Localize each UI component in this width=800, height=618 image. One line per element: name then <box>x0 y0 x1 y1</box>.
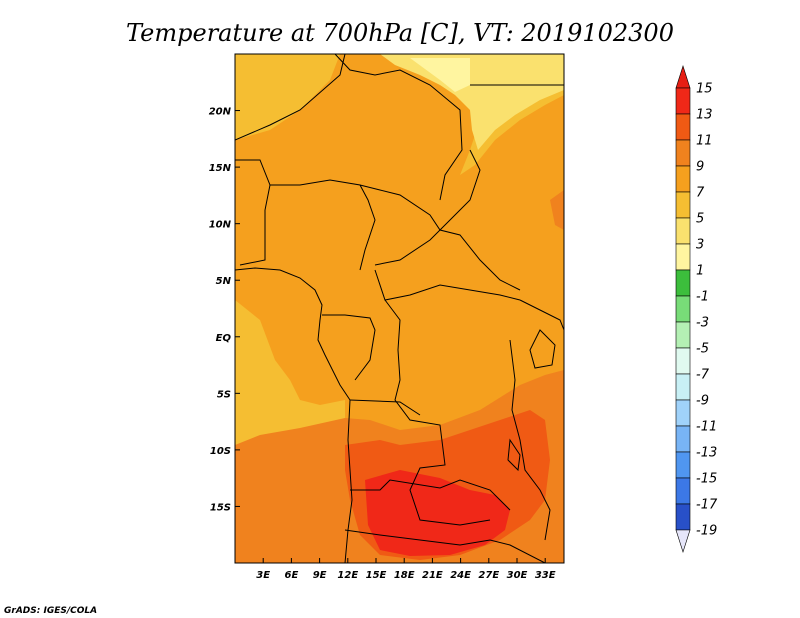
colorbar-label: -19 <box>696 524 717 539</box>
border-line <box>239 184 271 266</box>
field-north-pale-region <box>410 58 470 92</box>
border-line <box>519 299 564 331</box>
figure-title: Temperature at 700hPa [C], VT: 201910230… <box>126 19 674 47</box>
lon-tick-label: 33E <box>535 570 556 581</box>
lon-tick-label: 30E <box>507 570 528 581</box>
border-line <box>350 479 511 511</box>
colorbar-label: -13 <box>696 446 717 461</box>
lat-tick-label: 15S <box>210 502 231 513</box>
colorbar-label: -5 <box>696 342 709 357</box>
border-line <box>529 329 556 369</box>
colorbar-label: 9 <box>696 160 704 175</box>
border-line <box>349 399 421 416</box>
lat-tick-label: 10N <box>209 220 232 231</box>
lon-tick-label: 3E <box>256 570 270 581</box>
colorbar-label: 13 <box>696 108 713 123</box>
colorbar-swatch <box>675 269 691 297</box>
field-northwest-light-region <box>235 54 340 140</box>
border-line <box>235 54 346 141</box>
colorbar-label: 1 <box>696 264 704 279</box>
colorbar-label: -3 <box>696 316 709 331</box>
colorbar-label: 7 <box>696 186 705 201</box>
lon-tick-label: 15E <box>366 570 387 581</box>
lat-tick-label: EQ <box>216 333 232 344</box>
colorbar-label: 11 <box>696 134 713 149</box>
colorbar: 15 13 11 9 7 5 3 1 -1 -3 -5 -7 -9 -11 -13 -15 -17 -19 <box>675 65 718 553</box>
colorbar-upper-arrow <box>675 65 691 89</box>
country-borders <box>235 54 564 563</box>
colorbar-label: -17 <box>696 498 718 513</box>
border-line <box>322 314 376 381</box>
longitude-axis: 3E 6E 9E 12E 15E 18E 21E 24E 27E 30E 33E <box>256 558 556 581</box>
colorbar-label: -7 <box>696 368 710 383</box>
colorbar-label: 5 <box>696 212 704 227</box>
border-line <box>334 54 463 201</box>
colorbar-swatch <box>675 425 691 453</box>
colorbar-swatch <box>675 503 691 531</box>
lon-tick-label: 6E <box>285 570 299 581</box>
field-east-hot-region <box>550 190 564 230</box>
field-south-hottest-region <box>365 470 510 556</box>
colorbar-swatch <box>675 321 691 349</box>
coastline-west-africa <box>235 267 353 563</box>
colorbar-label: -15 <box>696 472 717 487</box>
colorbar-swatch <box>675 243 691 271</box>
lat-tick-label: 10S <box>210 446 231 457</box>
lat-tick-label: 5N <box>216 276 232 287</box>
colorbar-swatch <box>675 295 691 323</box>
colorbar-swatch <box>675 347 691 375</box>
lon-tick-label: 18E <box>394 570 415 581</box>
colorbar-label: -1 <box>696 290 709 305</box>
lon-tick-label: 12E <box>337 570 358 581</box>
border-line <box>509 339 551 541</box>
colorbar-label: -11 <box>696 420 717 435</box>
grads-credit: GrADS: IGES/COLA <box>4 606 97 616</box>
border-line <box>374 149 481 266</box>
border-line <box>344 529 546 563</box>
colorbar-swatch <box>675 191 691 219</box>
colorbar-swatch <box>675 139 691 167</box>
border-line <box>507 438 521 472</box>
lat-tick-label: 5S <box>217 389 231 400</box>
colorbar-swatch <box>675 217 691 245</box>
temperature-field <box>235 54 564 563</box>
colorbar-swatch <box>675 477 691 505</box>
border-line <box>235 159 376 271</box>
colorbar-swatch <box>675 373 691 401</box>
lat-tick-label: 20N <box>209 107 232 118</box>
colorbar-swatch <box>675 113 691 141</box>
map-plot-area: 3E 6E 9E 12E 15E 18E 21E 24E 27E 30E 33E 20N 15N 10N… <box>209 53 565 581</box>
border-line <box>384 299 491 526</box>
lon-tick-label: 24E <box>450 570 471 581</box>
lat-tick-label: 15N <box>209 163 232 174</box>
lon-tick-label: 9E <box>313 570 327 581</box>
colorbar-label: -9 <box>696 394 709 409</box>
colorbar-label: 15 <box>696 82 713 97</box>
field-west-light-region <box>235 300 345 445</box>
colorbar-swatch <box>675 451 691 479</box>
lon-tick-label: 21E <box>422 570 443 581</box>
colorbar-label: 3 <box>696 238 704 253</box>
plot-frame <box>234 53 565 564</box>
field-north-lightest-region <box>380 54 564 150</box>
colorbar-swatch <box>675 399 691 427</box>
colorbar-swatch <box>675 87 691 115</box>
latitude-axis: 20N 15N 10N 5N EQ 5S 10S 15S <box>209 107 240 513</box>
lon-tick-label: 27E <box>478 570 499 581</box>
colorbar-lower-arrow <box>675 529 691 553</box>
colorbar-swatch <box>675 165 691 193</box>
